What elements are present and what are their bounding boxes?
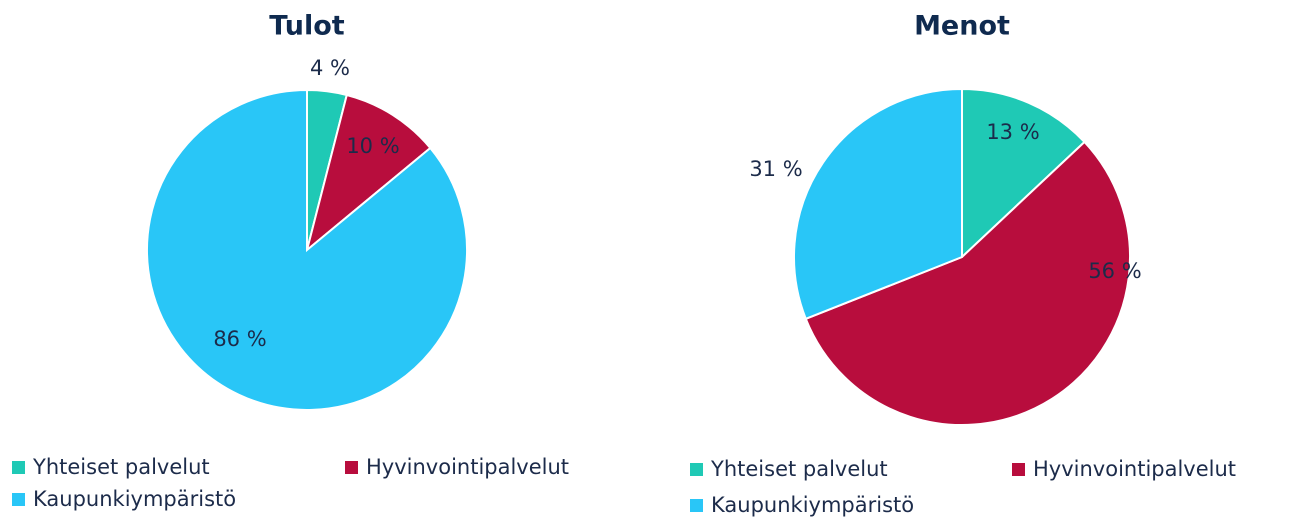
data-label: 56 % [1088,259,1141,283]
legend-swatch [690,499,703,512]
legend-label: Kaupunkiympäristö [711,493,914,517]
chart-title: Tulot [269,11,344,42]
pie-slice [146,88,468,411]
pie-slice [793,87,963,321]
legend-swatch [12,493,25,506]
legend-swatch [690,463,703,476]
chart-title: Menot [914,11,1010,42]
legend-swatch [1012,463,1025,476]
legend-label: Hyvinvointipalvelut [1033,457,1236,481]
data-label: 31 % [749,157,802,181]
legend-label: Yhteiset palvelut [32,455,210,479]
data-label: 13 % [986,120,1039,144]
data-label: 86 % [213,327,266,351]
legend-swatch [345,461,358,474]
data-label: 4 % [310,56,350,80]
legend-label: Kaupunkiympäristö [33,487,236,511]
pie-slice [804,140,1131,426]
pie-slice [305,93,432,253]
legend-label: Hyvinvointipalvelut [366,455,569,479]
data-label: 10 % [346,134,399,158]
legend-swatch [12,461,25,474]
pie-slice [961,87,1086,260]
legend-label: Yhteiset palvelut [710,457,888,481]
